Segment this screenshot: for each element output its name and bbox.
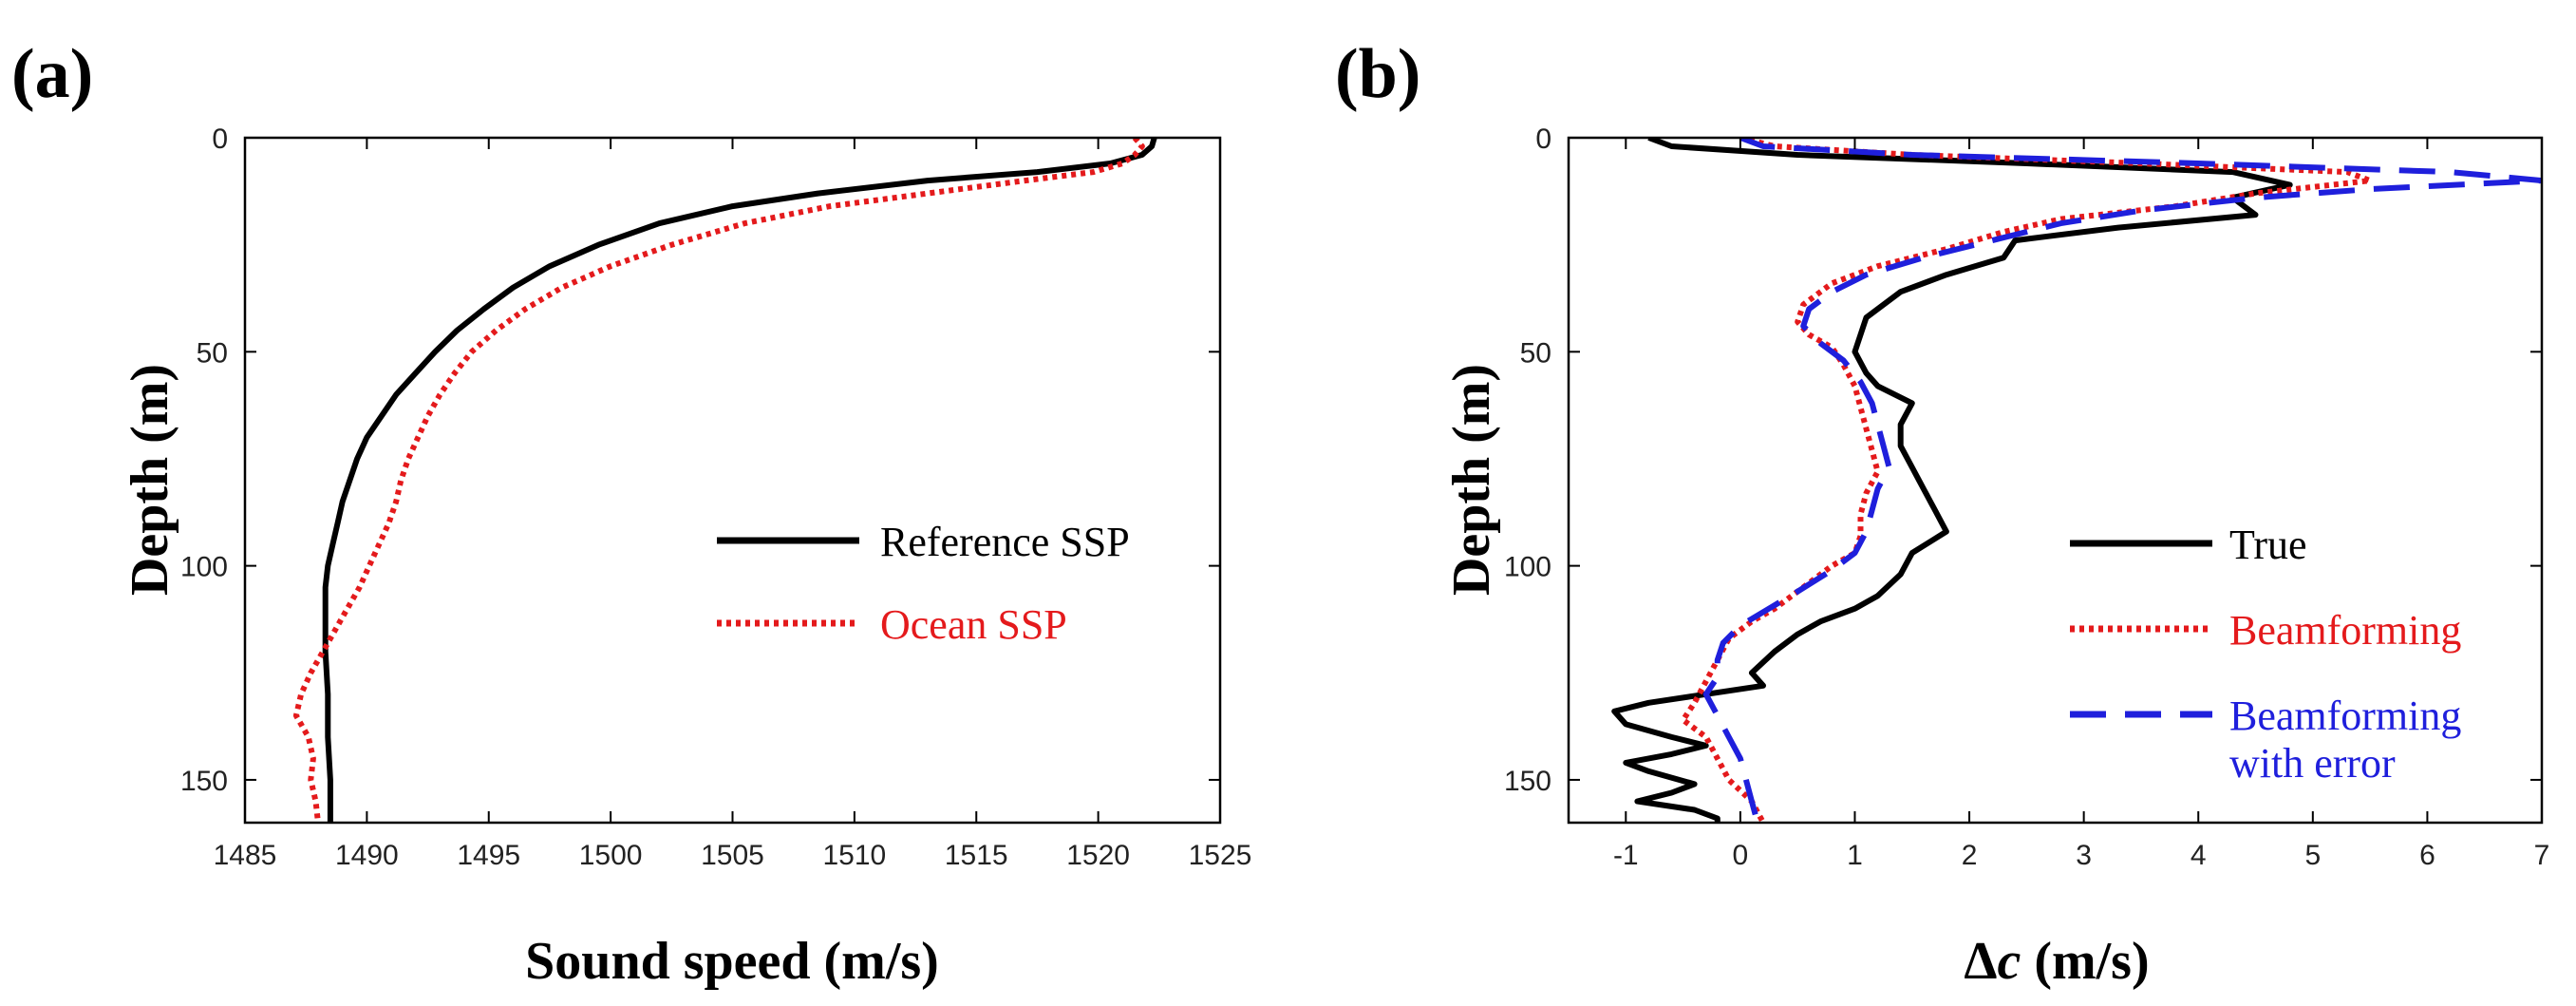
panel-a-axes-frame (243, 136, 1222, 825)
panel-b-y-axis-title: Depth (m) (1442, 364, 1501, 596)
panel-b-axes-frame (1567, 136, 2544, 825)
y-tick-label: 50 (1520, 337, 1551, 369)
x-tick-label: -1 (1613, 840, 1639, 871)
panel-a-series-ocean-ssp (292, 138, 1145, 823)
legend-label-reference-ssp: Reference SSP (880, 519, 1130, 565)
y-tick-label: 0 (1535, 123, 1551, 155)
legend-label-beamforming-with-error: Beamforming with error (2229, 693, 2461, 787)
panel-a-x-axis-title: Sound speed (m/s) (525, 932, 939, 991)
y-tick-label: 50 (197, 337, 228, 369)
x-tick-label: 1520 (1066, 840, 1130, 871)
panel-a: (a) 1485 1490 1495 1500 1505 1510 1515 1520 1525… (11, 35, 1251, 991)
c-variable: c (1997, 932, 2021, 991)
panel-a-series (292, 138, 1157, 823)
x-tick-label: 1495 (457, 840, 520, 871)
x-tick-label: 1515 (945, 840, 1008, 871)
y-tick-label: 0 (212, 123, 228, 155)
x-tick-label: 7 (2534, 840, 2550, 871)
panel-b: (b) -1 0 1 2 3 4 5 6 7 0 50 100 150 Δc (m/s) Depth (… (1335, 35, 2549, 991)
panel-b-series-beamforming-with-error (1702, 138, 2542, 823)
panel-a-label: (a) (11, 35, 93, 113)
x-tick-label: 0 (1733, 840, 1749, 871)
legend-label-true: True (2229, 522, 2307, 568)
panel-a-legend: Reference SSP Ocean SSP (717, 519, 1130, 648)
x-axis-units: (m/s) (2021, 932, 2149, 991)
panel-b-x-axis-title: Δc (m/s) (1964, 932, 2149, 991)
y-tick-label: 150 (180, 766, 228, 797)
panel-a-y-axis-title: Depth (m) (121, 364, 179, 596)
panel-b-series-true (1611, 138, 2293, 823)
x-tick-label: 4 (2191, 840, 2207, 871)
x-tick-label: 1490 (335, 840, 399, 871)
panel-a-series-reference-ssp (322, 138, 1157, 823)
legend-label-ocean-ssp: Ocean SSP (880, 601, 1067, 648)
panel-a-ticks: 1485 1490 1495 1500 1505 1510 1515 1520 1525 0 50 1… (180, 123, 1251, 871)
panel-b-series (1611, 138, 2542, 823)
panel-b-series-beamforming (1680, 138, 2374, 823)
x-tick-label: 1525 (1189, 840, 1252, 871)
y-tick-label: 100 (1504, 552, 1551, 583)
x-tick-label: 2 (1962, 840, 1978, 871)
x-tick-label: 3 (2076, 840, 2092, 871)
y-tick-label: 150 (1504, 766, 1551, 797)
panel-b-legend: True Beamforming Beamforming with error (2070, 522, 2461, 787)
x-tick-label: 1505 (701, 840, 764, 871)
legend-label-beamforming: Beamforming (2229, 607, 2461, 654)
x-tick-label: 1500 (579, 840, 643, 871)
delta-symbol: Δ (1964, 932, 1997, 991)
x-tick-label: 1 (1847, 840, 1863, 871)
panel-b-label: (b) (1335, 35, 1420, 113)
panel-b-ticks: -1 0 1 2 3 4 5 6 7 0 50 100 150 (1504, 123, 2549, 871)
x-tick-label: 5 (2304, 840, 2321, 871)
y-tick-label: 100 (180, 552, 228, 583)
x-tick-label: 1485 (214, 840, 277, 871)
x-tick-label: 6 (2419, 840, 2435, 871)
x-tick-label: 1510 (823, 840, 887, 871)
